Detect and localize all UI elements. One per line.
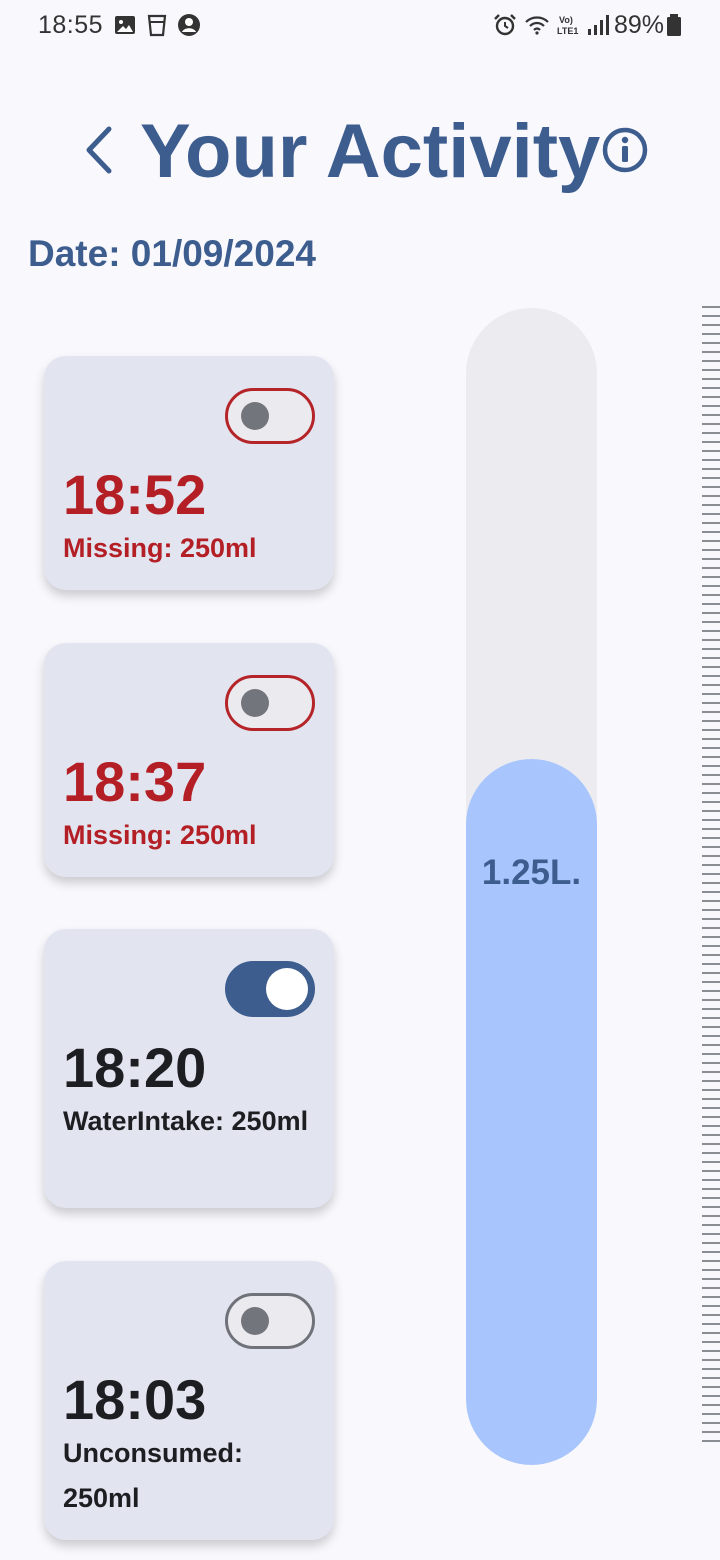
battery-percentage: 89%: [614, 11, 665, 39]
scroll-ruler[interactable]: [702, 306, 720, 1442]
entry-status: WaterIntake: 250ml: [63, 1106, 309, 1136]
battery-icon: [667, 14, 681, 36]
intake-amount-label: 1.25L.: [481, 853, 582, 892]
svg-text:Vo): Vo): [559, 15, 573, 25]
status-bar: 18:55 Vo) LTE1 89%: [0, 0, 720, 52]
intake-progress-fill: [466, 759, 597, 1465]
toggle-knob: [241, 402, 269, 430]
svg-text:LTE1: LTE1: [557, 26, 578, 36]
entry-time: 18:20: [63, 1036, 207, 1099]
account-icon: [178, 14, 200, 36]
entry-time: 18:52: [63, 463, 207, 526]
entry-time: 18:03: [63, 1368, 207, 1431]
activity-card: 18:20 WaterIntake: 250ml: [44, 929, 334, 1208]
intake-toggle[interactable]: [225, 961, 315, 1017]
toggle-knob: [241, 1307, 269, 1335]
intake-progress-bar: [466, 308, 597, 1465]
toggle-knob: [266, 968, 308, 1010]
intake-toggle[interactable]: [225, 1293, 315, 1349]
back-button[interactable]: [72, 120, 122, 180]
volte-icon: Vo) LTE1: [557, 15, 578, 36]
page-title: Your Activity: [140, 109, 601, 194]
signal-icon: [588, 15, 609, 35]
chevron-left-icon: [86, 126, 112, 174]
intake-toggle[interactable]: [225, 675, 315, 731]
entry-status: Unconsumed: 250ml: [63, 1438, 244, 1513]
activity-card: 18:52 Missing: 250ml: [44, 356, 334, 590]
entry-status: Missing: 250ml: [63, 533, 257, 563]
activity-card: 18:03 Unconsumed: 250ml: [44, 1261, 334, 1540]
info-icon: [602, 127, 648, 173]
intake-toggle[interactable]: [225, 388, 315, 444]
gallery-icon: [115, 16, 135, 34]
entry-status: Missing: 250ml: [63, 820, 257, 850]
toggle-knob: [241, 689, 269, 717]
wifi-icon: [525, 16, 549, 35]
cup-icon: [147, 14, 167, 37]
date-label: Date: 01/09/2024: [28, 233, 316, 274]
activity-card: 18:37 Missing: 250ml: [44, 643, 334, 877]
info-button[interactable]: [601, 126, 649, 174]
status-time: 18:55: [38, 11, 104, 39]
entry-time: 18:37: [63, 750, 207, 813]
alarm-icon: [494, 14, 516, 36]
